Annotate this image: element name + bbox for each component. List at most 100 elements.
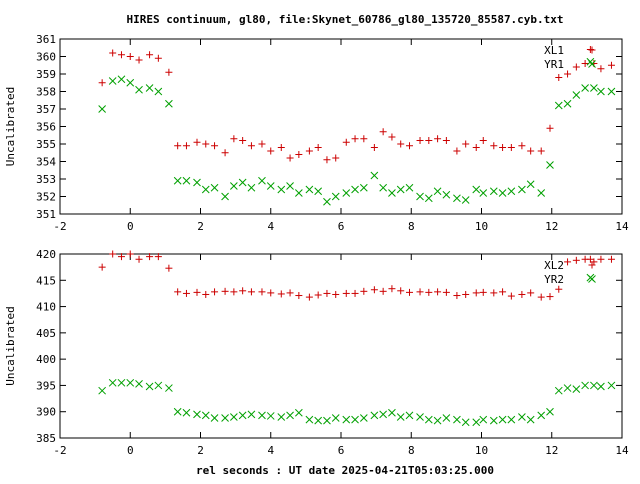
- data-point: [590, 381, 598, 390]
- data-point: [379, 287, 387, 295]
- data-point-d2: [126, 78, 135, 87]
- legend-marker: [588, 275, 596, 283]
- data-point: [572, 385, 581, 393]
- y-tick-label: 355: [36, 138, 56, 151]
- data-point-d2: [405, 411, 414, 420]
- data-point: [342, 138, 350, 146]
- data-point: [286, 182, 294, 190]
- data-point: [442, 190, 451, 199]
- data-point-d2: [396, 185, 405, 194]
- data-point-d2: [489, 187, 498, 196]
- data-point: [108, 378, 117, 387]
- data-point: [546, 407, 554, 416]
- data-point-d2: [359, 183, 368, 192]
- data-point: [238, 178, 247, 187]
- data-point: [370, 144, 378, 151]
- data-point: [396, 185, 405, 194]
- data-point: [490, 289, 498, 297]
- data-point-d2: [277, 413, 286, 421]
- data-point: [518, 413, 526, 421]
- data-point: [267, 289, 275, 297]
- data-point: [351, 135, 359, 143]
- data-point-d2: [581, 381, 589, 390]
- data-point: [507, 187, 516, 196]
- data-point: [221, 149, 229, 157]
- y-tick-label: 420: [36, 248, 56, 261]
- data-point-d2: [461, 418, 470, 427]
- y-tick-label: 356: [36, 121, 56, 134]
- data-point: [332, 154, 340, 162]
- data-point: [165, 99, 173, 108]
- data-point-d2: [258, 411, 266, 420]
- y-axis-label: Uncalibrated: [4, 87, 17, 166]
- data-point: [397, 140, 405, 148]
- data-point-d2: [331, 192, 340, 201]
- data-point: [489, 187, 498, 196]
- data-point: [314, 187, 323, 196]
- data-point-d2: [210, 183, 219, 192]
- data-point: [499, 288, 507, 296]
- data-point-d2: [266, 182, 275, 190]
- data-point: [182, 289, 190, 297]
- y-tick-label: 357: [36, 103, 56, 116]
- data-point: [388, 133, 396, 141]
- data-point: [109, 49, 117, 57]
- data-point: [597, 255, 605, 263]
- data-point: [499, 144, 507, 151]
- y-tick-label: 353: [36, 173, 56, 186]
- x-tick-label: 12: [545, 444, 558, 457]
- data-point: [230, 288, 238, 296]
- y-tick-label: 359: [36, 68, 56, 81]
- data-point: [211, 288, 219, 296]
- data-point-d2: [472, 185, 481, 194]
- data-point: [555, 74, 563, 81]
- legend-label: YR2: [544, 273, 564, 286]
- data-point: [294, 408, 303, 417]
- data-point: [135, 255, 143, 263]
- data-point: [360, 287, 368, 295]
- data-point-d2: [396, 413, 405, 421]
- data-point: [98, 79, 106, 87]
- x-tick-label: 0: [127, 220, 134, 233]
- data-point: [154, 87, 163, 96]
- data-point: [526, 415, 535, 424]
- data-point-d2: [405, 183, 414, 192]
- data-point: [442, 288, 450, 296]
- data-point-d2: [351, 415, 359, 424]
- data-point-d2: [370, 171, 379, 180]
- data-point-d2: [331, 414, 340, 422]
- data-point: [247, 183, 256, 192]
- data-point: [221, 192, 229, 201]
- y-axis-label: Uncalibrated: [4, 306, 17, 385]
- data-point: [462, 140, 470, 148]
- data-point-d2: [424, 194, 433, 203]
- data-point: [258, 288, 266, 296]
- y-tick-label: 354: [36, 156, 56, 169]
- data-point-d2: [479, 415, 488, 424]
- data-point-d2: [453, 194, 461, 203]
- data-point: [145, 382, 154, 391]
- data-point-d2: [126, 378, 135, 387]
- data-point: [507, 292, 515, 300]
- data-point: [174, 288, 182, 296]
- data-point: [453, 292, 461, 300]
- data-point: [498, 415, 507, 424]
- data-point: [607, 381, 616, 390]
- series-yr2: [98, 273, 616, 427]
- data-point-d2: [416, 413, 424, 421]
- data-point-d2: [416, 192, 424, 201]
- data-point-d2: [182, 408, 191, 417]
- data-point-d2: [388, 408, 396, 417]
- x-tick-label: -2: [53, 444, 66, 457]
- data-point-d2: [193, 410, 201, 419]
- series-xl2: [98, 250, 615, 301]
- data-point-d2: [507, 187, 516, 196]
- legend-label: XL2: [544, 259, 564, 272]
- data-point-d2: [489, 416, 498, 425]
- data-point: [145, 84, 154, 92]
- data-point: [108, 77, 117, 85]
- data-point: [135, 85, 143, 94]
- data-point: [173, 176, 182, 185]
- legend-label: XL1: [544, 44, 564, 57]
